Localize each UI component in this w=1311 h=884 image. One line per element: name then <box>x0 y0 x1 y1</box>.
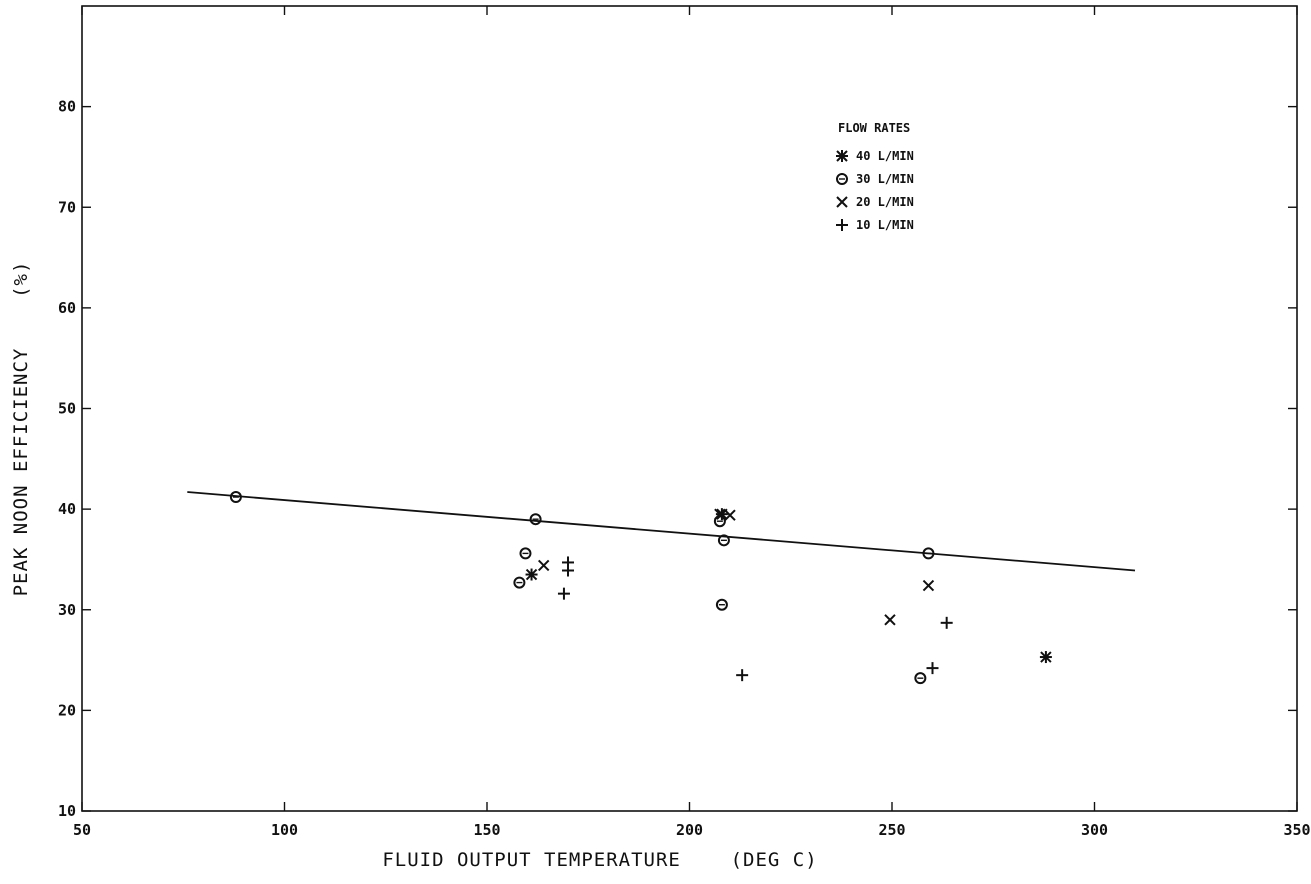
y-tick-label: 10 <box>58 802 76 820</box>
marker-x-b <box>922 579 935 592</box>
data-point <box>884 614 896 626</box>
data-point <box>519 547 532 560</box>
legend-entry-label: 20 L/MIN <box>856 195 914 209</box>
data-point <box>525 568 538 581</box>
data-point <box>513 576 526 589</box>
tick-labels: 50 100 150 200 250 300 350 10 20 30 40 50 60 70 80 <box>58 98 1311 839</box>
legend-marker <box>836 219 848 231</box>
y-tick-label: 80 <box>58 98 76 116</box>
x-axis-title: FLUID OUTPUT TEMPERATURE (DEG C) <box>382 849 817 871</box>
marker-x-b <box>836 196 848 208</box>
series-1 <box>229 491 935 685</box>
legend-title: FLOW RATES <box>838 121 910 135</box>
y-tick-label: 40 <box>58 500 76 518</box>
data-point <box>922 547 935 560</box>
series-0 <box>525 508 1052 664</box>
marker-circle <box>229 491 242 504</box>
data-point <box>926 662 939 675</box>
data-point <box>537 559 550 572</box>
x-tick-label: 200 <box>676 821 703 839</box>
series-3 <box>557 556 953 682</box>
data-point <box>229 491 242 504</box>
legend-marker <box>836 173 848 185</box>
x-tick-label: 250 <box>878 821 905 839</box>
marker-circle <box>519 547 532 560</box>
marker-circle <box>713 515 726 528</box>
data-point <box>529 513 542 526</box>
data-point <box>940 616 953 629</box>
legend: FLOW RATES 40 L/MIN 30 L/MIN 20 L/MIN 10 L/… <box>836 121 914 232</box>
marker-circle <box>914 672 927 685</box>
marker-circle <box>922 547 935 560</box>
fit-line <box>187 491 1136 572</box>
data-point <box>724 509 736 521</box>
x-tick-label: 300 <box>1081 821 1108 839</box>
legend-marker <box>836 196 848 208</box>
data-points <box>229 491 1052 685</box>
marker-ast-b <box>836 150 848 162</box>
y-tick-label: 30 <box>58 601 76 619</box>
x-tick-label: 50 <box>73 821 91 839</box>
y-tick-label: 50 <box>58 400 76 418</box>
axis-ticks <box>81 6 1298 812</box>
marker-x-b <box>724 509 736 521</box>
x-tick-label: 100 <box>271 821 298 839</box>
data-point <box>736 669 749 682</box>
x-tick-label: 150 <box>473 821 500 839</box>
series-2 <box>537 508 935 626</box>
data-point <box>922 579 935 592</box>
data-point <box>713 515 726 528</box>
marker-ast-b <box>1040 651 1052 663</box>
plot-border <box>81 5 1298 812</box>
y-axis-title: PEAK NOON EFFICIENCY (%) <box>10 261 32 597</box>
marker-circle <box>529 513 542 526</box>
legend-entry-label: 30 L/MIN <box>856 172 914 186</box>
plot-frame <box>81 5 1298 812</box>
data-point <box>1039 651 1052 664</box>
x-tick-label: 350 <box>1283 821 1310 839</box>
y-tick-label: 20 <box>58 701 76 719</box>
data-point <box>557 587 570 600</box>
marker-x-b <box>714 508 726 520</box>
marker-circle <box>717 534 730 547</box>
y-tick-label: 70 <box>58 198 76 216</box>
marker-circle <box>715 598 728 611</box>
data-point <box>715 598 728 611</box>
data-point <box>714 508 726 520</box>
data-point <box>717 534 730 547</box>
data-point <box>914 672 927 685</box>
data-point <box>562 556 574 569</box>
marker-ast-b <box>525 568 538 581</box>
legend-entry-label: 40 L/MIN <box>856 149 914 163</box>
fit-line-group <box>187 491 1136 572</box>
marker-circle <box>836 173 848 185</box>
y-tick-label: 60 <box>58 299 76 317</box>
legend-entry-label: 10 L/MIN <box>856 218 914 232</box>
marker-x-b <box>537 559 550 572</box>
marker-circle <box>513 576 526 589</box>
legend-marker <box>836 150 848 162</box>
marker-x-b <box>884 614 896 626</box>
